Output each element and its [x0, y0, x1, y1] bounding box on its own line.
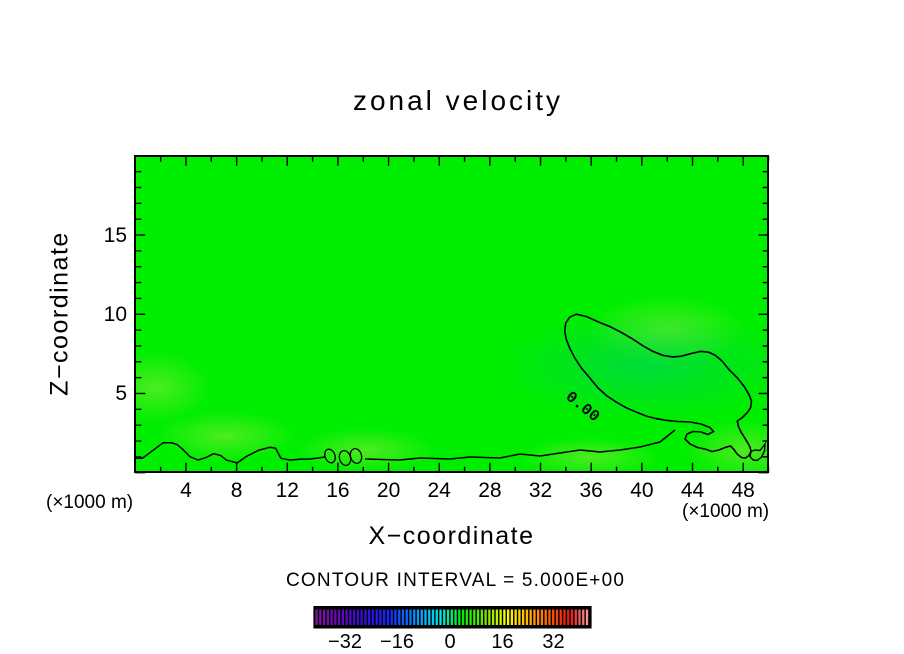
svg-text:0.00: 0.00 — [562, 388, 603, 426]
